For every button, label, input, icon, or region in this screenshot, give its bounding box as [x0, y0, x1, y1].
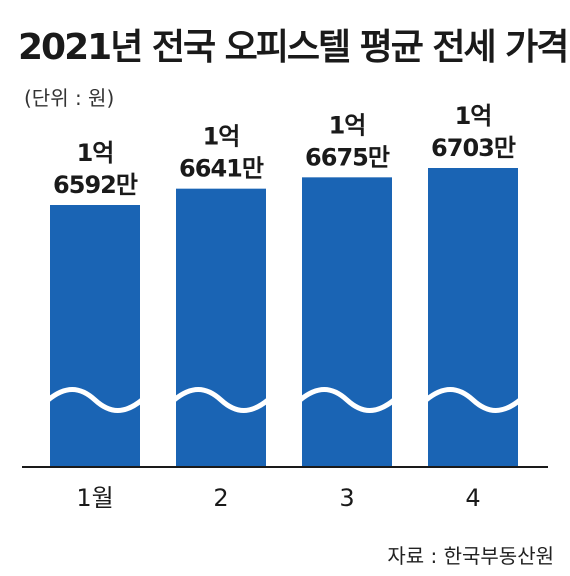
unit-label: (단위 : 원) [24, 86, 115, 110]
data-label: 1억 [455, 102, 492, 130]
x-tick-label: 1월 [76, 484, 113, 512]
bar-3 [302, 177, 392, 467]
bar-4 [428, 168, 518, 466]
axis-break-wave [172, 387, 270, 413]
data-label: 1억 [77, 139, 114, 167]
chart-title: 2021년 전국 오피스텔 평균 전세 가격 [18, 27, 569, 68]
axis-break-wave [424, 387, 522, 413]
data-label: 6641만 [179, 155, 264, 183]
x-tick-label: 4 [465, 484, 480, 512]
x-tick-label: 2 [213, 484, 228, 512]
data-label: 1억 [203, 123, 240, 151]
data-label: 1억 [329, 111, 366, 139]
x-tick-label: 3 [339, 484, 354, 512]
bar-1 [50, 205, 140, 466]
data-label: 6592만 [53, 171, 138, 199]
source-note: 자료 : 한국부동산원 [387, 544, 554, 568]
data-label: 6675만 [305, 143, 390, 171]
axis-break-wave [46, 387, 144, 413]
axis-break-wave [298, 387, 396, 413]
data-label: 6703만 [431, 134, 516, 162]
bar-2 [176, 188, 266, 466]
